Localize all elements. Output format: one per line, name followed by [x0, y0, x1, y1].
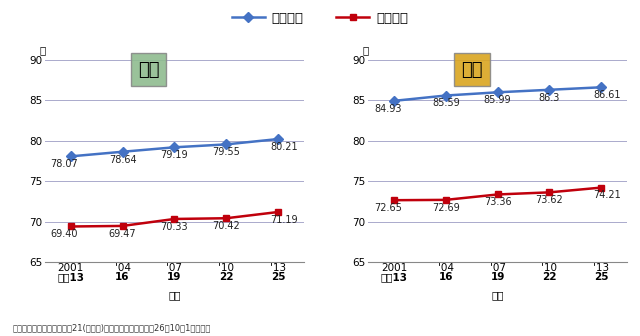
Text: 86.3: 86.3 — [539, 93, 560, 102]
Text: 85.59: 85.59 — [432, 98, 460, 109]
Text: 72.65: 72.65 — [374, 203, 402, 213]
Text: 80.21: 80.21 — [271, 142, 298, 152]
Text: 78.64: 78.64 — [109, 155, 136, 165]
Text: 78.07: 78.07 — [51, 159, 78, 169]
Text: 年: 年 — [362, 45, 369, 55]
Text: 平成13: 平成13 — [380, 272, 408, 282]
Text: 25: 25 — [271, 272, 285, 282]
Text: 70.33: 70.33 — [161, 222, 188, 232]
Text: 69.47: 69.47 — [109, 229, 136, 239]
Text: 79.55: 79.55 — [212, 147, 240, 157]
Text: 73.62: 73.62 — [536, 195, 563, 205]
Text: 74.21: 74.21 — [594, 191, 621, 200]
Text: 85.99: 85.99 — [484, 95, 511, 105]
Text: 」年: 」年 — [168, 290, 180, 300]
Text: 女性: 女性 — [461, 60, 483, 79]
Text: 86.61: 86.61 — [594, 90, 621, 100]
Text: 男性: 男性 — [138, 60, 159, 79]
Text: 84.93: 84.93 — [374, 104, 401, 114]
Text: 71.19: 71.19 — [271, 215, 298, 225]
Text: 25: 25 — [594, 272, 609, 282]
Text: 22: 22 — [542, 272, 557, 282]
Text: 69.40: 69.40 — [51, 229, 78, 239]
Text: 79.19: 79.19 — [161, 150, 188, 160]
Text: 73.36: 73.36 — [484, 197, 511, 207]
Text: 」年: 」年 — [492, 290, 504, 300]
Text: 資料　厚生労働省健康日本21(第二次)推進専門委員会（平成26年10月1日）資料: 資料 厚生労働省健康日本21(第二次)推進専門委員会（平成26年10月1日）資料 — [13, 324, 211, 333]
Text: 19: 19 — [167, 272, 182, 282]
Text: 70.42: 70.42 — [212, 221, 240, 231]
Text: 16: 16 — [438, 272, 453, 282]
Text: 16: 16 — [115, 272, 130, 282]
Text: 72.69: 72.69 — [432, 203, 460, 213]
Text: 22: 22 — [219, 272, 234, 282]
Legend: 平均对命, 健康对命: 平均对命, 健康对命 — [227, 7, 413, 30]
Text: 年: 年 — [39, 45, 45, 55]
Text: 19: 19 — [490, 272, 505, 282]
Text: 平成13: 平成13 — [57, 272, 84, 282]
